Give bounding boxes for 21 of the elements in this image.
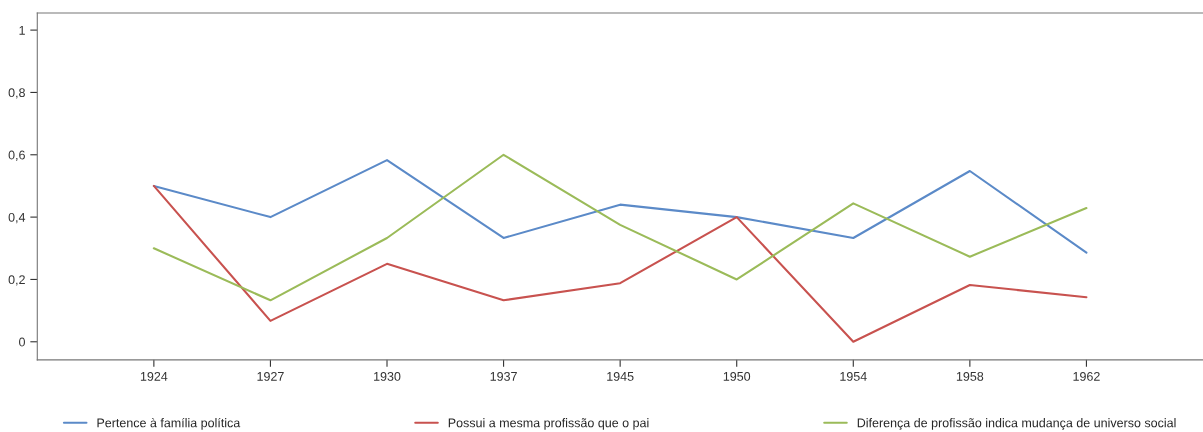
line-series [152, 159, 1088, 254]
x-tick-label: 1954 [840, 371, 867, 381]
line-series [152, 184, 1088, 343]
legend-label: Possui a mesma profissão que o pai [448, 418, 649, 430]
x-tick-label: 1945 [607, 371, 634, 381]
y-tick-label: 1 [19, 26, 25, 35]
x-tick-label: 1930 [374, 371, 401, 381]
y-tick-label: 0,8 [8, 88, 25, 99]
x-tick-label: 1962 [1073, 371, 1100, 381]
x-tick-label: 1937 [490, 371, 517, 381]
x-tick-label: 1927 [257, 371, 284, 381]
legend-label: Diferença de profissão indica mudança de universo social [857, 418, 1176, 430]
line-series [152, 153, 1088, 302]
legend-label: Pertence à família política [97, 417, 241, 430]
x-tick-label: 1924 [140, 371, 168, 381]
y-tick-label: 0,6 [8, 150, 25, 161]
y-tick-label: 0 [19, 337, 25, 347]
y-tick-label: 0,4 [8, 212, 26, 224]
x-tick-label: 1958 [956, 371, 984, 381]
y-tick-label: 0,2 [8, 275, 25, 286]
x-tick-label: 1950 [723, 371, 751, 381]
